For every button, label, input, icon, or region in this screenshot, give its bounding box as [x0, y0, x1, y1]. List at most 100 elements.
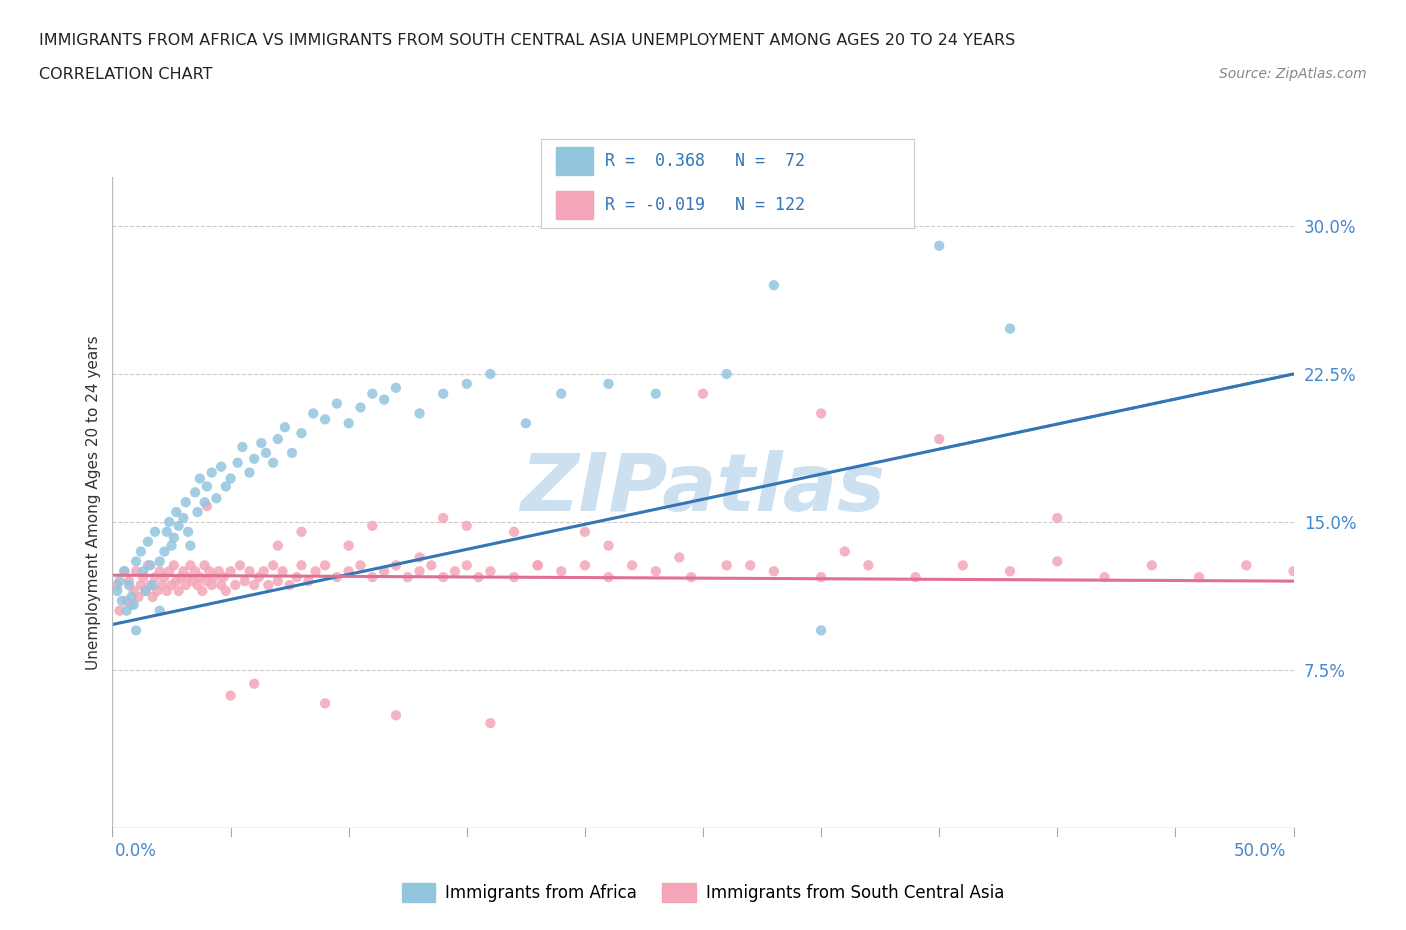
Point	[503, 570, 526, 585]
Point	[212, 570, 235, 585]
Text: R =  0.368   N =  72: R = 0.368 N = 72	[605, 152, 804, 169]
Point	[621, 558, 644, 573]
Point	[290, 558, 312, 573]
Point	[1046, 554, 1069, 569]
Point	[271, 564, 294, 578]
Bar	[557, 147, 593, 175]
Point	[408, 406, 430, 421]
Point	[202, 570, 225, 585]
Bar	[557, 191, 593, 219]
Point	[157, 564, 180, 578]
Point	[120, 590, 142, 604]
Point	[167, 583, 190, 598]
Point	[550, 386, 572, 401]
Point	[149, 604, 172, 618]
Point	[574, 558, 596, 573]
Point	[163, 558, 186, 573]
Point	[112, 564, 135, 578]
Y-axis label: Unemployment Among Ages 20 to 24 years: Unemployment Among Ages 20 to 24 years	[86, 335, 101, 670]
Text: ZIPatlas: ZIPatlas	[520, 450, 886, 528]
Text: R = -0.019   N = 122: R = -0.019 N = 122	[605, 196, 804, 214]
Point	[135, 583, 157, 598]
Point	[188, 570, 211, 585]
Point	[479, 366, 502, 381]
Point	[290, 525, 312, 539]
Point	[904, 570, 927, 585]
Point	[165, 505, 187, 520]
Point	[408, 550, 430, 565]
Point	[108, 574, 131, 589]
Point	[314, 696, 336, 711]
Point	[467, 570, 489, 585]
Point	[229, 558, 252, 573]
Point	[136, 534, 159, 549]
Point	[233, 574, 256, 589]
Point	[408, 564, 430, 578]
Point	[188, 472, 211, 486]
Point	[142, 590, 165, 604]
Point	[598, 570, 620, 585]
Point	[143, 570, 166, 585]
Point	[479, 716, 502, 731]
Point	[550, 564, 572, 578]
Point	[998, 321, 1021, 336]
Point	[432, 570, 454, 585]
Point	[139, 578, 162, 592]
Point	[146, 583, 169, 598]
Point	[118, 574, 141, 589]
Point	[179, 538, 201, 553]
Point	[304, 564, 326, 578]
Point	[479, 564, 502, 578]
Point	[274, 419, 297, 434]
Point	[834, 544, 856, 559]
Point	[186, 578, 208, 592]
Point	[149, 554, 172, 569]
Point	[143, 525, 166, 539]
Point	[170, 570, 193, 585]
Point	[253, 564, 276, 578]
Point	[167, 518, 190, 533]
Point	[160, 538, 183, 553]
Point	[420, 558, 443, 573]
Point	[120, 597, 142, 612]
Point	[254, 445, 277, 460]
Point	[503, 525, 526, 539]
Point	[810, 406, 832, 421]
Point	[191, 583, 214, 598]
Point	[740, 558, 762, 573]
Point	[172, 564, 194, 578]
Point	[122, 583, 145, 598]
Point	[326, 570, 349, 585]
Point	[149, 564, 172, 578]
Point	[810, 570, 832, 585]
Point	[337, 564, 360, 578]
Point	[326, 396, 349, 411]
Point	[201, 465, 224, 480]
Text: IMMIGRANTS FROM AFRICA VS IMMIGRANTS FROM SOUTH CENTRAL ASIA UNEMPLOYMENT AMONG : IMMIGRANTS FROM AFRICA VS IMMIGRANTS FRO…	[39, 33, 1015, 47]
Point	[108, 604, 131, 618]
Point	[219, 472, 242, 486]
Point	[267, 574, 290, 589]
Point	[456, 377, 478, 392]
Point	[257, 578, 280, 592]
Point	[262, 456, 284, 471]
Point	[314, 412, 336, 427]
Point	[290, 426, 312, 441]
Point	[129, 578, 152, 592]
Point	[526, 558, 548, 573]
Point	[195, 574, 218, 589]
Point	[115, 604, 138, 618]
Point	[122, 597, 145, 612]
Point	[194, 558, 217, 573]
Point	[194, 495, 217, 510]
Point	[201, 578, 224, 592]
Point	[247, 570, 270, 585]
Point	[1140, 558, 1163, 573]
Point	[302, 406, 325, 421]
Point	[181, 574, 204, 589]
Point	[281, 445, 304, 460]
Point	[224, 578, 246, 592]
Point	[136, 558, 159, 573]
Point	[163, 530, 186, 545]
Point	[373, 564, 395, 578]
